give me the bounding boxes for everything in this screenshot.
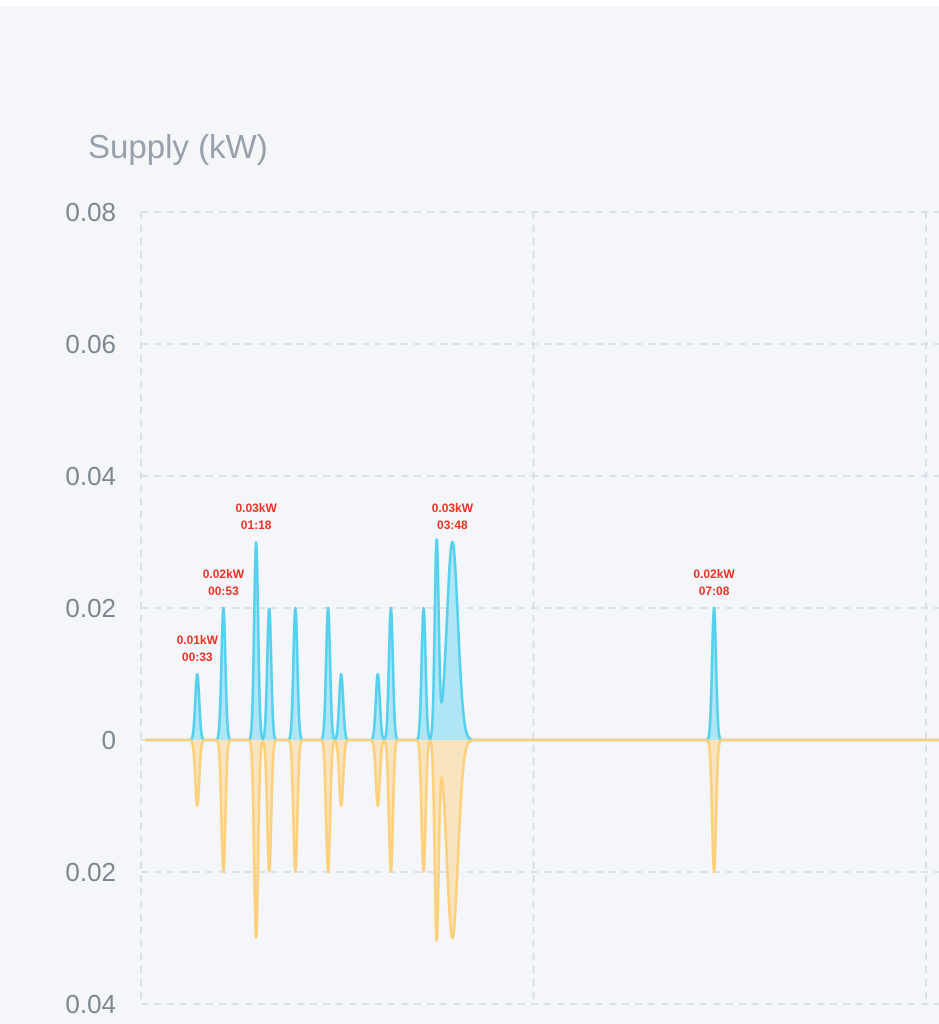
series-line-up bbox=[144, 538, 939, 742]
peak-value-label: 0.01kW bbox=[177, 633, 219, 647]
peak-time-label: 00:53 bbox=[208, 584, 239, 598]
peak-time-label: 03:48 bbox=[437, 518, 468, 532]
y-tick-label: 0.02 bbox=[65, 593, 116, 623]
series-layer bbox=[144, 538, 939, 942]
series-area-up bbox=[145, 539, 939, 740]
series-line-down bbox=[144, 738, 939, 942]
supply-chart: Supply (kW) 0.08 0.06 0.04 0.02 0 0.02 0.04 0.… bbox=[65, 128, 939, 1019]
peak-time-label: 00:33 bbox=[182, 650, 213, 664]
peak-value-label: 0.03kW bbox=[235, 501, 277, 515]
y-tick-label: 0.04 bbox=[65, 989, 116, 1019]
peak-value-label: 0.02kW bbox=[693, 567, 735, 581]
y-axis-title: Supply (kW) bbox=[88, 128, 268, 165]
y-tick-label: 0.08 bbox=[65, 197, 116, 227]
series-area-down bbox=[145, 740, 939, 941]
y-tick-label: 0 bbox=[102, 725, 116, 755]
y-tick-label: 0.02 bbox=[65, 857, 116, 887]
peak-time-label: 01:18 bbox=[241, 518, 272, 532]
peak-labels: 0.01kW 00:33 0.02kW 00:53 0.03kW 01:18 0.03kW 0… bbox=[177, 501, 736, 664]
y-tick-label: 0.06 bbox=[65, 329, 116, 359]
grid bbox=[140, 211, 939, 1005]
peak-value-label: 0.02kW bbox=[203, 567, 245, 581]
peak-time-label: 07:08 bbox=[699, 584, 730, 598]
chart-panel: Supply (kW) 0.08 0.06 0.04 0.02 0 0.02 0.04 0.… bbox=[0, 6, 939, 1024]
y-tick-label: 0.04 bbox=[65, 461, 116, 491]
peak-value-label: 0.03kW bbox=[432, 501, 474, 515]
y-axis-ticks: 0.08 0.06 0.04 0.02 0 0.02 0.04 bbox=[65, 197, 116, 1019]
